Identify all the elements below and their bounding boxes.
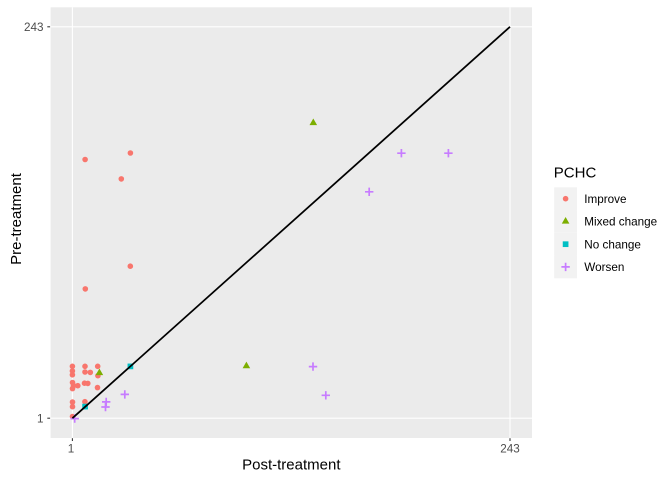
svg-text:Post-treatment: Post-treatment <box>242 456 341 473</box>
svg-text:Pre-treatment: Pre-treatment <box>8 172 25 265</box>
svg-text:243: 243 <box>500 442 520 455</box>
svg-text:No change: No change <box>584 238 641 251</box>
svg-text:1: 1 <box>68 442 75 455</box>
svg-text:Mixed change: Mixed change <box>584 216 657 229</box>
svg-text:PCHC: PCHC <box>554 164 597 181</box>
svg-text:Worsen: Worsen <box>584 261 624 274</box>
svg-text:Improve: Improve <box>584 193 626 206</box>
svg-text:1: 1 <box>37 412 44 425</box>
svg-text:243: 243 <box>24 21 44 34</box>
